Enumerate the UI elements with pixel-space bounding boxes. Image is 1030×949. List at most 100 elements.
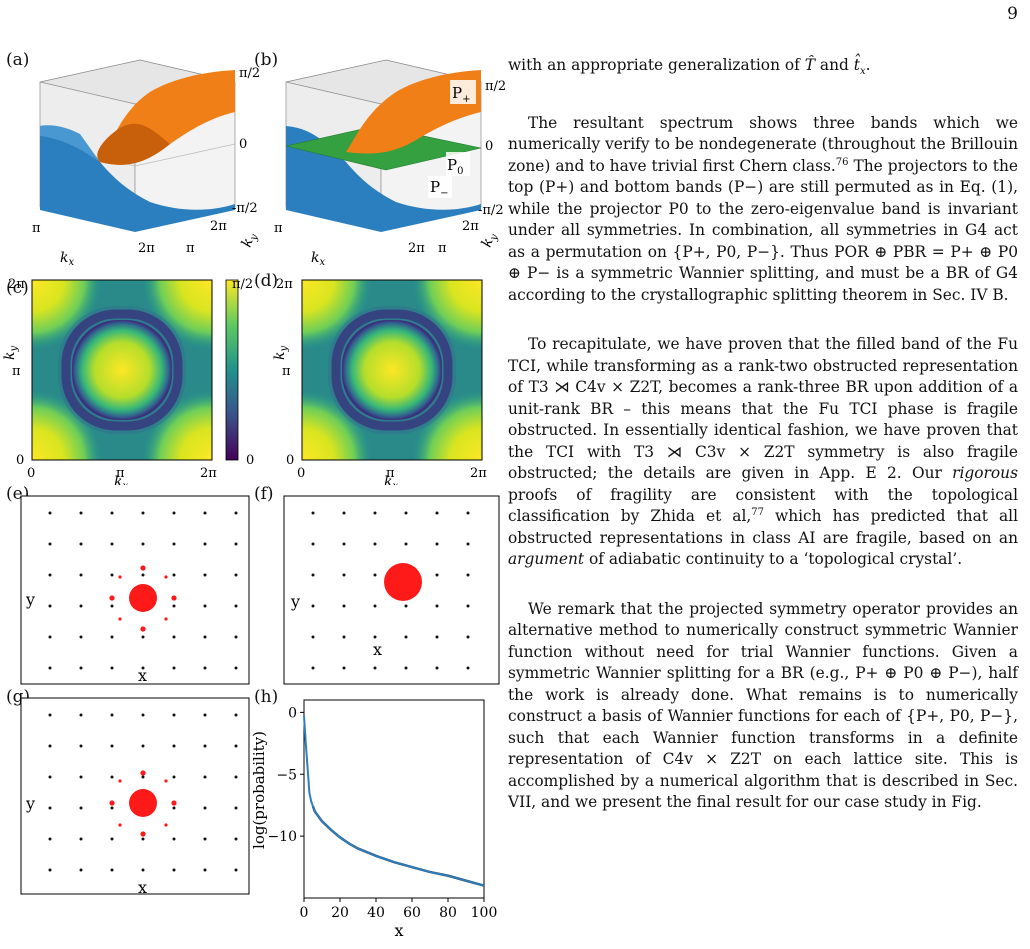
lattice-site [141, 713, 145, 717]
lattice-site [172, 635, 176, 639]
lattice-site [203, 837, 207, 841]
lattice-site [234, 573, 238, 577]
lattice-site [342, 511, 346, 515]
lattice-site [141, 775, 145, 779]
d-y-tick-mid: π [282, 364, 291, 379]
lattice-site [373, 604, 377, 608]
lattice-site [141, 868, 145, 872]
d-x-tick-mid: π [386, 466, 395, 481]
wannier-blob-f [384, 563, 422, 601]
lattice-site [110, 666, 114, 670]
panel-label-b: (b) [254, 50, 279, 70]
lattice-site [79, 542, 83, 546]
panel-label-d: (d) [254, 271, 279, 291]
lattice-site [110, 713, 114, 717]
lattice-site [203, 604, 207, 608]
lattice-site [172, 604, 176, 608]
kx-tick-right: 2π [138, 241, 155, 256]
lattice-site [172, 666, 176, 670]
lattice-site [234, 635, 238, 639]
d-x-tick-left: 0 [297, 466, 305, 481]
d-ylabel: ky [272, 346, 290, 360]
kx-tick-right-b: 2π [408, 241, 425, 256]
lattice-site [172, 511, 176, 515]
lattice-site [234, 806, 238, 810]
d-y-tick-bottom: 0 [286, 453, 294, 468]
d-y-tick-top: 2π [276, 277, 293, 292]
g-xlabel: x [138, 878, 147, 897]
surface-plot-b: P+ P0 P− π/2 0 -π/2 2π π π 2π kx ky [274, 59, 506, 267]
z-tick-top: π/2 [239, 66, 260, 81]
lattice-site [110, 868, 114, 872]
paragraph-2: The resultant spectrum shows three bands… [508, 113, 1018, 304]
lattice-site [342, 604, 346, 608]
paragraph-4: We remark that the projected symmetry op… [508, 599, 1018, 812]
wannier-blob-e [109, 565, 177, 632]
lattice-site [435, 511, 439, 515]
lattice-site [141, 744, 145, 748]
x-tick-label: 100 [471, 905, 498, 921]
lattice-site [141, 542, 145, 546]
lattice-site [373, 666, 377, 670]
c-ylabel: ky [2, 346, 20, 360]
c-y-tick-mid: π [12, 364, 21, 379]
lattice-site [466, 573, 470, 577]
lattice-site [435, 666, 439, 670]
lattice-site [110, 837, 114, 841]
lattice-site [141, 837, 145, 841]
lattice-site [234, 868, 238, 872]
x-tick-label: 40 [367, 905, 385, 921]
lattice-site [203, 868, 207, 872]
panel-label-a: (a) [6, 50, 30, 70]
plot-frame [303, 699, 485, 899]
lattice-site [48, 542, 52, 546]
lattice-site [404, 666, 408, 670]
lattice-site [203, 666, 207, 670]
lattice-site [110, 542, 114, 546]
lattice-site [172, 868, 176, 872]
lattice-site [79, 511, 83, 515]
h-ylabel: log(probability) [252, 731, 268, 849]
lattice-site [203, 713, 207, 717]
lattice-site [234, 713, 238, 717]
lattice-site [79, 666, 83, 670]
c-x-tick-left: 0 [27, 466, 35, 481]
c-y-tick-top: 2π [8, 277, 25, 292]
lattice-site [48, 511, 52, 515]
y-tick-label: 0 [288, 705, 297, 721]
lattice-site [466, 542, 470, 546]
lattice-site [48, 868, 52, 872]
wannier-blob-g [109, 770, 177, 837]
lattice-site [311, 542, 315, 546]
lattice-site [48, 775, 52, 779]
lattice-site [373, 573, 377, 577]
lattice-site [48, 635, 52, 639]
lattice-site [234, 511, 238, 515]
lattice-site [203, 511, 207, 515]
c-xlabel: kx [114, 474, 128, 485]
lattice-site [311, 511, 315, 515]
lattice-site [466, 604, 470, 608]
f-xlabel: x [373, 640, 382, 659]
page-number: 9 [1007, 4, 1018, 24]
lattice-site [466, 511, 470, 515]
lattice-site [203, 775, 207, 779]
x-tick-label: 0 [300, 905, 309, 921]
lattice-site [79, 806, 83, 810]
ky-tick-back-b: 2π [462, 219, 479, 234]
panel-label-h: (h) [254, 687, 279, 707]
lattice-site [466, 666, 470, 670]
f-ylabel: y [290, 592, 300, 611]
ky-label: ky [239, 230, 261, 250]
x-tick-label: 20 [331, 905, 349, 921]
lattice-site [79, 573, 83, 577]
kx-label-b: kx [311, 250, 325, 267]
z-tick-bottom-b: -π/2 [478, 203, 504, 218]
lattice-site [79, 837, 83, 841]
lattice-site [79, 635, 83, 639]
heatmap-d: 2π π 0 0 π 2π kx ky [272, 277, 487, 485]
lattice-site [234, 775, 238, 779]
g-ylabel: y [25, 794, 35, 813]
lattice-site [110, 511, 114, 515]
lattice-site [311, 666, 315, 670]
